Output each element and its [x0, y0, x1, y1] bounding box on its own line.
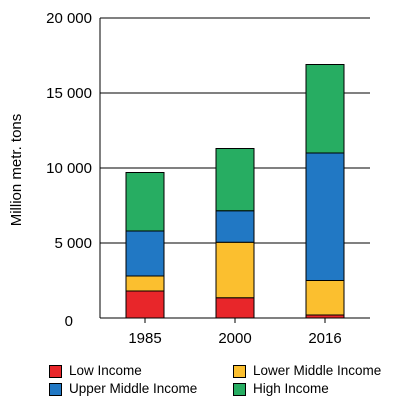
- y-tick-label: 20 000: [46, 10, 92, 27]
- y-tick-label: 5 000: [54, 235, 92, 252]
- bar-segment-upper-middle-income: [125, 230, 165, 277]
- y-axis-title: Million metr. tons: [8, 114, 25, 227]
- legend-item: Low Income: [49, 363, 142, 379]
- x-tick-label: 2000: [218, 330, 251, 347]
- x-tick-label: 2016: [308, 330, 341, 347]
- legend-label: Low Income: [69, 363, 142, 378]
- legend-item: Upper Middle Income: [49, 381, 197, 397]
- bar-segment-lower-middle-income: [215, 241, 255, 299]
- x-tick-label: 1985: [128, 330, 161, 347]
- legend-label: High Income: [253, 381, 329, 396]
- bar-segment-high-income: [215, 148, 255, 212]
- bar-segment-lower-middle-income: [305, 280, 345, 316]
- y-tick-label: 0: [65, 313, 73, 330]
- legend-item: High Income: [233, 381, 329, 397]
- bar-segment-high-income: [125, 172, 165, 232]
- bars-group: [125, 64, 345, 319]
- legend-label: Upper Middle Income: [69, 381, 198, 396]
- bar-segment-low-income: [125, 290, 165, 319]
- y-tick-label: 10 000: [46, 160, 92, 177]
- legend-item: Lower Middle Income: [233, 363, 381, 379]
- bar-segment-low-income: [215, 297, 255, 319]
- legend: Low Income Lower Middle Income Upper Middl…: [49, 363, 409, 399]
- legend-swatch: [233, 382, 246, 396]
- x-axis: 1985 2000 2016: [100, 317, 370, 347]
- y-tick-label: 15 000: [46, 85, 92, 102]
- bar-segment-lower-middle-income: [125, 275, 165, 292]
- legend-swatch: [49, 364, 62, 378]
- bar-segment-upper-middle-income: [305, 152, 345, 281]
- legend-swatch: [233, 364, 246, 378]
- bar-segment-high-income: [305, 64, 345, 154]
- bar-segment-upper-middle-income: [215, 210, 255, 243]
- legend-swatch: [49, 382, 62, 396]
- legend-label: Lower Middle Income: [253, 363, 382, 378]
